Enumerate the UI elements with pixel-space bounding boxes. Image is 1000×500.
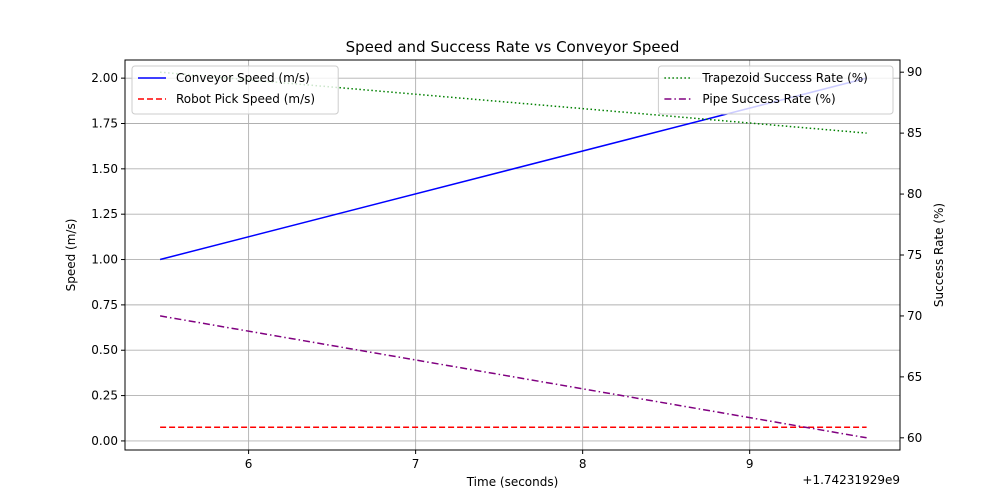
y-left-tick-label: 1.75 bbox=[91, 116, 118, 130]
x-offset-label: +1.74231929e9 bbox=[802, 473, 900, 487]
y-right-tick-label: 70 bbox=[907, 309, 922, 323]
x-tick-label: 6 bbox=[245, 457, 253, 471]
legend-right: Trapezoid Success Rate (%) Pipe Success R… bbox=[657, 65, 894, 115]
legend-label: Robot Pick Speed (m/s) bbox=[176, 92, 315, 106]
y-right-tick-label: 75 bbox=[907, 248, 922, 262]
legend-left: Conveyor Speed (m/s) Robot Pick Speed (m/… bbox=[131, 65, 339, 115]
x-tick-label: 7 bbox=[412, 457, 420, 471]
legend-label: Pipe Success Rate (%) bbox=[702, 92, 835, 106]
y-left-tick-label: 2.00 bbox=[91, 71, 118, 85]
y-right-tick-label: 65 bbox=[907, 370, 922, 384]
y-left-tick-label: 0.75 bbox=[91, 298, 118, 312]
grid bbox=[125, 60, 900, 450]
y-axis-left-label: Speed (m/s) bbox=[64, 219, 78, 292]
y-right-tick-label: 90 bbox=[907, 65, 922, 79]
legend-label: Conveyor Speed (m/s) bbox=[176, 71, 310, 85]
y-left-tick-label: 1.50 bbox=[91, 162, 118, 176]
y-left-tick-label: 1.25 bbox=[91, 207, 118, 221]
legend-box bbox=[657, 65, 894, 115]
y-right-tick-label: 60 bbox=[907, 431, 922, 445]
y-axis-right-label: Success Rate (%) bbox=[932, 203, 946, 307]
chart-title: Speed and Success Rate vs Conveyor Speed bbox=[346, 38, 680, 56]
y-left-tick-label: 0.50 bbox=[91, 343, 118, 357]
series-line-pipe-success-rate bbox=[159, 315, 867, 439]
x-tick-label: 9 bbox=[746, 457, 754, 471]
x-tick-label: 8 bbox=[579, 457, 587, 471]
x-axis-label: Time (seconds) bbox=[466, 475, 559, 489]
y-left-tick-label: 0.25 bbox=[91, 389, 118, 403]
y-axis-left: 0.00 0.25 0.50 0.75 1.00 1.25 1.50 1.75 2.00 bbox=[91, 71, 125, 448]
y-left-tick-label: 0.00 bbox=[91, 434, 118, 448]
legend-label: Trapezoid Success Rate (%) bbox=[701, 71, 867, 85]
y-right-tick-label: 85 bbox=[907, 126, 922, 140]
plot-frame bbox=[124, 59, 901, 451]
legend-box bbox=[131, 65, 339, 115]
y-left-tick-label: 1.00 bbox=[91, 253, 118, 267]
y-right-tick-label: 80 bbox=[907, 187, 922, 201]
series-layer bbox=[159, 71, 867, 439]
y-axis-right: 60 65 70 75 80 85 90 bbox=[900, 65, 922, 445]
x-axis: 6 7 8 9 bbox=[245, 450, 754, 471]
